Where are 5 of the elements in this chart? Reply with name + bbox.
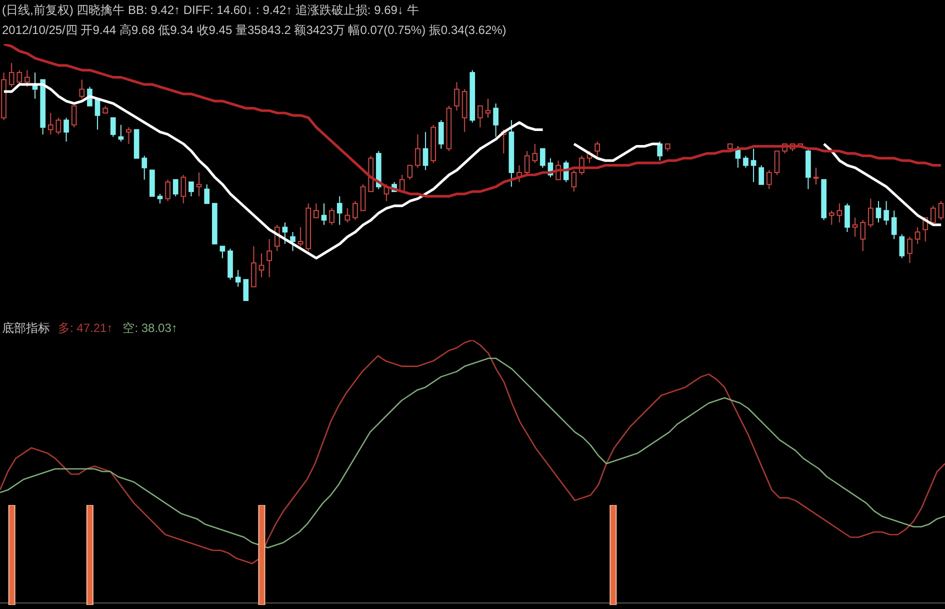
- chart-title: 底部指标: [2, 321, 50, 335]
- text: 多: 47.21↑: [58, 320, 113, 337]
- chart-subtitle: 2012/10/25/四 开9.44 高9.68 低9.34 收9.45 量35843.2 额3423万 幅0.07(0.75%) 振0.34(3.62%): [2, 22, 506, 39]
- text: 空: 38.03↑: [122, 320, 178, 337]
- chart-title: (日线,前复权) 四晓擒牛 BB: 9.42↑ DIFF: 14.60↓ : 9.42↑ 追涨跌破止损: 9.69↓ 牛: [2, 3, 419, 17]
